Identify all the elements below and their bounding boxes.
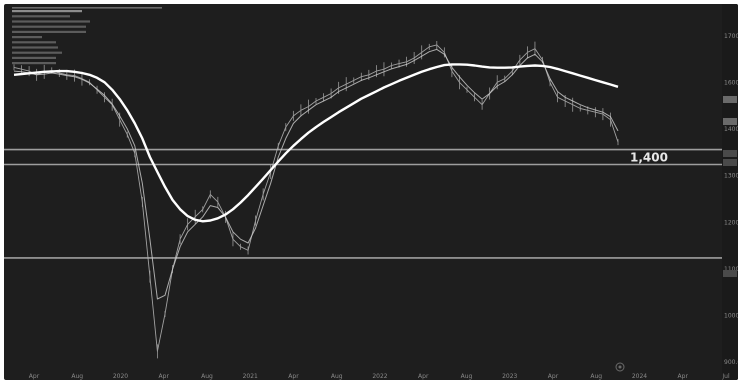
price-tag xyxy=(723,270,737,277)
x-tick-label: 2021 xyxy=(243,373,258,380)
x-tick-label: 2023 xyxy=(502,373,517,380)
y-tick-label: 1000.00 xyxy=(724,312,738,319)
header-line xyxy=(12,7,162,9)
x-tick-label: Aug xyxy=(201,373,213,380)
watermark-icon xyxy=(615,362,625,372)
y-tick-label: 1300.00 xyxy=(724,173,738,180)
x-tick-label: Jul xyxy=(721,373,730,380)
legend-line xyxy=(12,30,86,33)
y-tick-label: 1100.00 xyxy=(724,266,738,273)
legend-line xyxy=(12,15,70,18)
x-tick-label: Apr xyxy=(418,373,429,380)
x-tick-label: 2022 xyxy=(372,373,387,380)
x-tick-label: Aug xyxy=(331,373,343,380)
y-axis-strip xyxy=(722,4,738,380)
x-tick-label: Apr xyxy=(29,373,40,380)
y-axis: 1700.00 1600.00 1400.00 1300.00 1200.00 1100.… xyxy=(722,4,738,380)
x-tick-label: Apr xyxy=(678,373,689,380)
series-line-price xyxy=(13,44,619,352)
y-tick-label: 1600.00 xyxy=(724,80,738,87)
x-tick-label: Apr xyxy=(288,373,299,380)
level-annotation-label: 1,400 xyxy=(630,151,668,165)
price-tag xyxy=(723,118,737,125)
y-tick-label: 1700.00 xyxy=(724,33,738,40)
series-group xyxy=(13,40,619,359)
x-tick-label: 2024 xyxy=(632,373,647,380)
x-tick-label: Apr xyxy=(159,373,170,380)
series-line-slow-ma xyxy=(13,63,619,223)
x-tick-label: Aug xyxy=(71,373,83,380)
price-tag xyxy=(723,96,737,103)
legend-line xyxy=(12,51,62,54)
horizontal-levels xyxy=(4,148,722,259)
legend-line xyxy=(12,10,82,13)
chart-frame: 1700.00 1600.00 1400.00 1300.00 1200.00 1100.… xyxy=(4,4,738,380)
price-tag xyxy=(723,150,737,157)
legend-line xyxy=(12,62,56,65)
x-tick-label: Aug xyxy=(590,373,602,380)
legend-line xyxy=(12,46,58,49)
legend-line xyxy=(12,41,56,44)
series-line-fast-ma xyxy=(13,48,619,300)
x-axis: Apr Aug 2020 Apr Aug 2021 Apr Aug 2022 Apr Aug 2023… xyxy=(29,373,730,380)
x-tick-label: 2020 xyxy=(113,373,128,380)
legend-line xyxy=(12,20,90,23)
y-tick-label: 1400.00 xyxy=(724,126,738,133)
x-tick-label: Apr xyxy=(548,373,559,380)
y-tick-label: 1200.00 xyxy=(724,219,738,226)
y-tick-label: 900.00 xyxy=(724,359,738,366)
indicator-legend xyxy=(12,7,162,65)
legend-line xyxy=(12,36,42,39)
price-chart: 1700.00 1600.00 1400.00 1300.00 1200.00 1100.… xyxy=(4,4,738,380)
price-tag xyxy=(723,159,737,166)
legend-line xyxy=(12,56,56,59)
legend-line xyxy=(12,25,86,28)
x-tick-label: Aug xyxy=(461,373,473,380)
